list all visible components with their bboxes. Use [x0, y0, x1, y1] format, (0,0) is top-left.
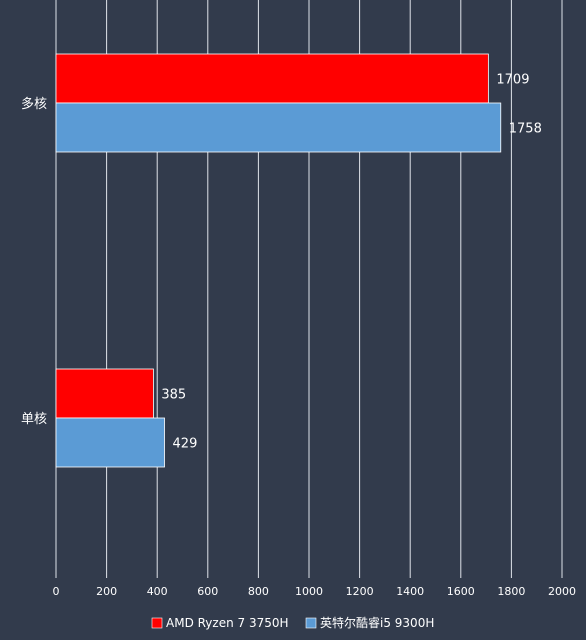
category-label: 多核: [21, 96, 47, 112]
data-label: 1709: [496, 73, 529, 88]
x-tick-label: 1800: [497, 585, 525, 598]
legend: AMD Ryzen 7 3750H 英特尔酷睿i5 9300H: [151, 615, 434, 630]
x-tick-label: 1200: [346, 585, 374, 598]
bar-intel-single: [55, 417, 165, 468]
x-tick-label: 2000: [548, 585, 576, 598]
bar-intel-multi: [55, 102, 502, 153]
x-tick-label: 1400: [396, 585, 424, 598]
bar-amd-multi: [55, 53, 489, 104]
x-tick-label: 800: [248, 585, 269, 598]
x-tick-label: 0: [53, 585, 60, 598]
data-label: 1758: [509, 122, 542, 137]
x-tick-label: 1600: [447, 585, 475, 598]
legend-label-amd: AMD Ryzen 7 3750H: [166, 616, 289, 630]
data-label: 429: [173, 437, 198, 452]
legend-swatch-amd: [151, 617, 163, 629]
label-layer: 0 200 400 600 800 1000 1200 1400 1600 1800 2000 170…: [21, 73, 576, 599]
x-tick-label: 200: [96, 585, 117, 598]
bar-layer: [55, 53, 502, 468]
x-tick-label: 400: [147, 585, 168, 598]
category-label: 单核: [21, 412, 47, 427]
bar-amd-single: [55, 368, 154, 419]
x-tick-label: 600: [197, 585, 218, 598]
data-label: 385: [161, 388, 186, 403]
x-tick-label: 1000: [295, 585, 323, 598]
legend-label-intel: 英特尔酷睿i5 9300H: [320, 615, 434, 630]
legend-swatch-intel: [305, 617, 317, 629]
